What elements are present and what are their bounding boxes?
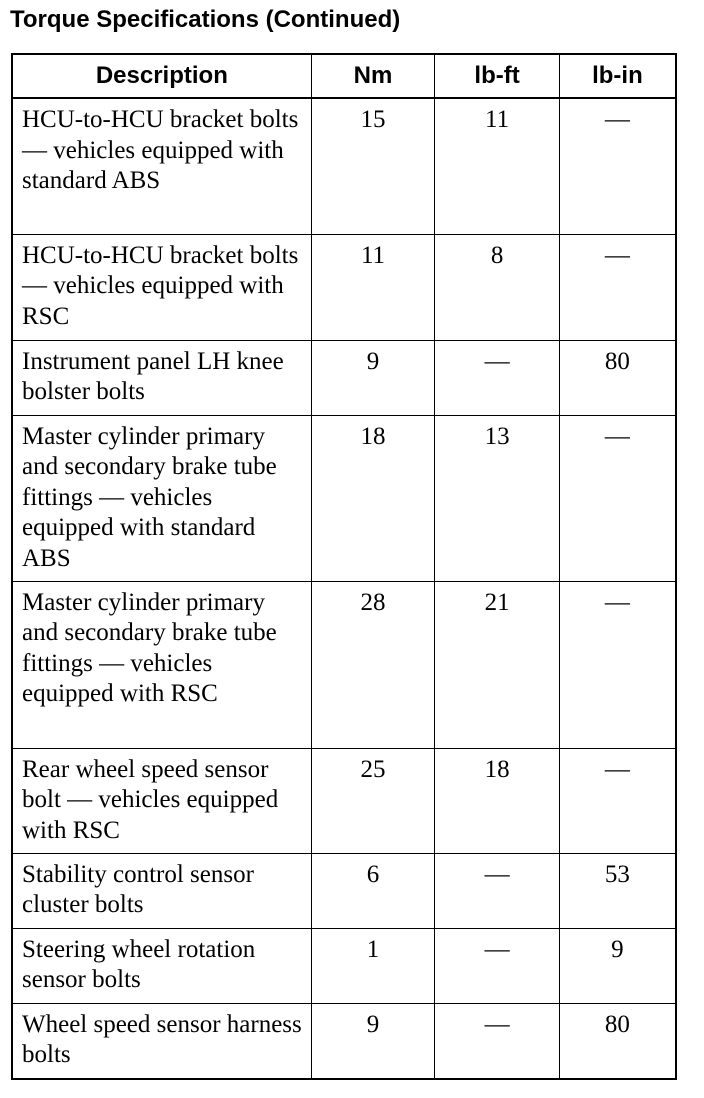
lbin-cell: —	[558, 747, 677, 854]
lbft-cell: 11	[434, 97, 560, 235]
description-cell: Steering wheel rotation sensor bolts	[11, 927, 312, 1004]
lbft-cell: 18	[434, 747, 560, 854]
table-row: HCU-to-HCU bracket bolts — vehicles equi…	[11, 233, 677, 341]
lbin-cell: 9	[558, 927, 677, 1004]
lbin-cell: —	[558, 233, 677, 341]
table-row: HCU-to-HCU bracket bolts — vehicles equi…	[11, 97, 677, 235]
lbin-cell: 80	[558, 339, 677, 416]
header-row: Description Nm lb-ft lb-in	[11, 53, 677, 99]
lbft-cell: —	[434, 927, 560, 1004]
lbin-cell: —	[558, 414, 677, 582]
description-cell: Stability control sensor cluster bolts	[11, 852, 312, 929]
nm-cell: 28	[310, 580, 436, 749]
header-lbft: lb-ft	[434, 53, 560, 99]
header-description: Description	[11, 53, 312, 99]
page-title: Torque Specifications (Continued)	[10, 6, 401, 33]
header-nm: Nm	[310, 53, 436, 99]
nm-cell: 1	[310, 927, 436, 1004]
table-row: Master cylinder primary and secondary br…	[11, 414, 677, 582]
description-cell: Master cylinder primary and secondary br…	[11, 414, 312, 582]
nm-cell: 6	[310, 852, 436, 929]
nm-cell: 11	[310, 233, 436, 341]
description-cell: Wheel speed sensor harness bolts	[11, 1002, 312, 1080]
header-lbin: lb-in	[558, 53, 677, 99]
description-cell: Instrument panel LH knee bolster bolts	[11, 339, 312, 416]
lbft-cell: —	[434, 852, 560, 929]
lbft-cell: 13	[434, 414, 560, 582]
table-row: Stability control sensor cluster bolts 6—…	[11, 852, 677, 929]
lbft-cell: 21	[434, 580, 560, 749]
nm-cell: 18	[310, 414, 436, 582]
nm-cell: 9	[310, 1002, 436, 1080]
lbft-cell: —	[434, 339, 560, 416]
description-cell: HCU-to-HCU bracket bolts — vehicles equi…	[11, 233, 312, 341]
torque-spec-table: Description Nm lb-ft lb-in HCU-to-HCU br…	[11, 53, 677, 1080]
table-row: Steering wheel rotation sensor bolts 1—9	[11, 927, 677, 1004]
description-cell: Master cylinder primary and secondary br…	[11, 580, 312, 749]
lbin-cell: 53	[558, 852, 677, 929]
table-row: Instrument panel LH knee bolster bolts 9—…	[11, 339, 677, 416]
lbft-cell: 8	[434, 233, 560, 341]
nm-cell: 15	[310, 97, 436, 235]
table-row: Rear wheel speed sensor bolt — vehicles …	[11, 747, 677, 854]
nm-cell: 25	[310, 747, 436, 854]
table-row: Wheel speed sensor harness bolts 9—80	[11, 1002, 677, 1080]
description-cell: Rear wheel speed sensor bolt — vehicles …	[11, 747, 312, 854]
lbft-cell: —	[434, 1002, 560, 1080]
lbin-cell: —	[558, 97, 677, 235]
table-row: Master cylinder primary and secondary br…	[11, 580, 677, 749]
nm-cell: 9	[310, 339, 436, 416]
lbin-cell: 80	[558, 1002, 677, 1080]
description-cell: HCU-to-HCU bracket bolts — vehicles equi…	[11, 97, 312, 235]
lbin-cell: —	[558, 580, 677, 749]
